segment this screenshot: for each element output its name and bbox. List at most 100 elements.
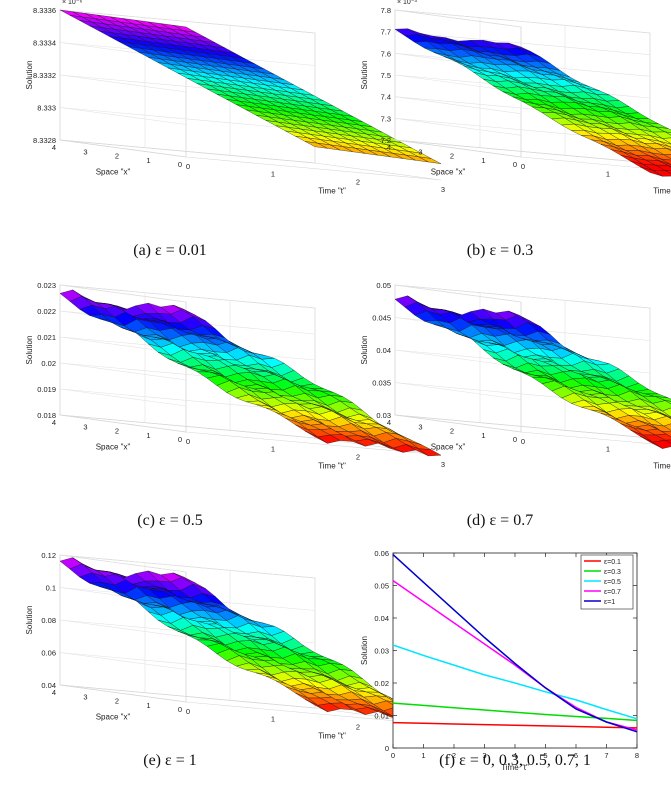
surface-patch [652,170,671,177]
surface-patch [653,148,671,155]
surface-patch [665,131,671,136]
surface-patch [666,148,671,151]
z-gridline [394,9,522,28]
surface-mesh [394,28,671,177]
line-chart-f: 0 1 2 3 4 5 6 7 8 0 0.01 0.02 0.03 0.04 0.05 0.06 Time "… [360,549,639,772]
caption-f: (f) ε = 0, 0.3, 0.5, 0.7, 1 [439,752,591,769]
y-tick-label: 0.04 [374,614,389,623]
x-tick-label: 3 [83,422,87,431]
caption-b: (b) ε = 0.3 [467,242,533,259]
z-tick-label: 8.3332 [33,71,56,80]
t-tick-label: 0 [521,437,525,446]
surface-plot-c: 0.023 0.022 0.021 0.02 0.019 0.018 0 1 2 3 4 3 2 1 0 So… [25,281,445,470]
x-tick-label: 0 [513,160,517,169]
z-gridline [59,74,187,93]
legend-label: ε=0.7 [604,589,621,596]
t-tick-label: 0 [521,162,525,171]
z-gridline [394,284,651,309]
space-axis-label: Space "x" [96,443,131,452]
z-tick-label: 0.035 [372,379,391,388]
surface-patch [661,430,671,437]
surface-mesh [59,289,442,457]
surface-patch [652,131,671,139]
z-tick-label: 0.02 [41,359,56,368]
z-tick-label: 0.021 [37,333,56,342]
z-gridline [394,96,522,114]
x-tick-label: 4 [52,143,56,152]
t-tick-label: 0 [186,707,190,716]
caption-a: (a) ε = 0.01 [133,242,207,259]
surface-mesh [394,295,671,449]
surface-patch [659,412,671,419]
surface-patch [655,126,671,133]
t-tick-label: 1 [271,170,275,179]
z-axis-label: Solution [360,61,369,90]
z-tick-label: 0.06 [41,649,56,658]
z-tick-label: 0.023 [37,281,56,290]
surface-patch [656,143,671,150]
time-axis-label: Time "t" [318,461,346,470]
x-tick-label: 2 [450,152,454,161]
y-axis-label: Solution [360,636,369,665]
z-gridline [394,31,651,55]
z-gridline [394,284,522,303]
x-tick-label: 4 [387,143,391,152]
x-tick-label: 8 [635,751,639,760]
surface-patch [649,406,671,418]
z-tick-label: 8.3328 [33,136,56,145]
legend-box [580,554,634,610]
surface-mesh [59,9,442,164]
surface-patch [655,433,671,441]
surface-patch [652,440,671,449]
surface-patch [668,165,671,168]
z-tick-label: 0.019 [37,385,56,394]
z-axis-label: Solution [25,606,34,635]
surface-patch [664,439,671,444]
z-tick-label: 7.7 [381,28,391,37]
legend-label: ε=0.3 [604,569,621,576]
caption-d: (d) ε = 0.7 [467,512,533,529]
z-tick-label: 7.3 [381,114,391,123]
y-tick-label: 0.02 [374,679,389,688]
z-tick-label: 8.333 [37,104,56,113]
z-gridline [394,382,522,400]
surface-patch [659,141,671,148]
surface-patch [651,424,671,432]
z-gridline [59,388,187,407]
x-tick-label: 1 [481,156,485,165]
space-axis-label: Space "x" [431,443,466,452]
floor [394,139,671,171]
caption-c: (c) ε = 0.5 [137,512,203,529]
z-gridline [394,118,522,136]
z-axis-label: Solution [25,61,34,90]
x-tick-label: 2 [115,697,119,706]
x-tick-label: 4 [52,418,56,427]
x-tick-label: 7 [604,751,608,760]
series-line-0 [392,721,638,729]
surface-plot-a: 8.3336 8.3334 8.3332 8.333 8.3328 0 1 2 3 4 3 2 1 0 So… [25,0,445,195]
x-axis-label: Time "t" [501,763,529,772]
legend-label: ε=0.5 [604,579,621,586]
z-axis-label: Solution [360,336,369,365]
z-tick-label: 7.8 [381,6,391,15]
surface-patch [658,160,671,167]
surface-patch [655,164,671,172]
x-tick-label: 4 [387,418,391,427]
z-exponent: × 10⁻⁶ [62,0,83,6]
surface-patch [661,158,671,165]
t-tick-label: 2 [356,177,360,186]
x-tick-label: 1 [481,431,485,440]
legend-label: ε=1 [604,599,615,606]
floor [394,414,671,446]
x-tick-label: 3 [83,692,87,701]
x-tick-label: 2 [450,427,454,436]
z-gridline [59,9,316,34]
z-gridline [59,107,187,125]
z-axis-label: Solution [25,336,34,365]
z-tick-label: 7.4 [381,93,391,102]
z-gridline [59,107,316,131]
z-tick-label: 0.1 [46,584,56,593]
x-tick-label: 3 [482,751,486,760]
surface-patch [649,135,671,145]
